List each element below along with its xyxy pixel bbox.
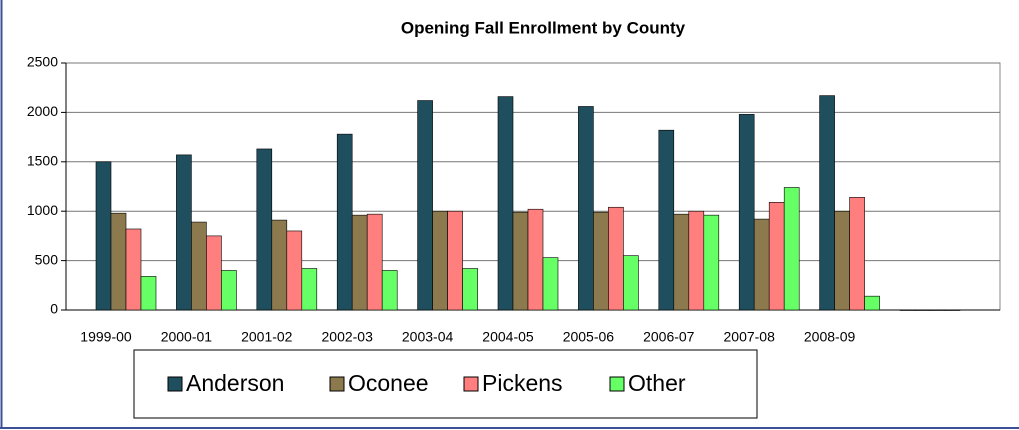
legend-swatch bbox=[329, 376, 345, 392]
bar bbox=[673, 213, 690, 311]
bar bbox=[381, 270, 398, 311]
y-tick-label: 500 bbox=[35, 251, 59, 267]
bar bbox=[593, 211, 609, 311]
bar bbox=[447, 210, 463, 311]
legend-label: Oconee bbox=[348, 370, 429, 396]
bar bbox=[527, 208, 544, 311]
x-tick-label: 2005-06 bbox=[563, 329, 615, 345]
legend-label: Anderson bbox=[186, 370, 284, 396]
bar bbox=[256, 148, 273, 311]
bar bbox=[95, 161, 112, 311]
y-tick-label: 0 bbox=[50, 301, 58, 317]
bar bbox=[864, 295, 880, 311]
bar bbox=[738, 114, 755, 311]
bar bbox=[176, 154, 192, 311]
x-tick-label: 2000-01 bbox=[161, 329, 213, 345]
y-tick-label: 1000 bbox=[27, 202, 58, 218]
x-tick-label: 2008-09 bbox=[804, 329, 856, 345]
bar bbox=[417, 100, 433, 311]
bar bbox=[110, 212, 127, 311]
bar bbox=[578, 106, 594, 311]
y-tick-label: 1500 bbox=[27, 153, 58, 169]
bar bbox=[819, 95, 835, 311]
bar bbox=[849, 197, 865, 311]
bar bbox=[703, 214, 720, 311]
x-tick-label: 2006-07 bbox=[643, 329, 695, 345]
bar bbox=[542, 257, 559, 311]
x-tick-label: 2002-03 bbox=[322, 329, 374, 345]
bar bbox=[140, 276, 157, 311]
bar bbox=[351, 214, 368, 311]
bar bbox=[125, 228, 142, 311]
bar bbox=[301, 268, 318, 311]
y-tick-label: 2500 bbox=[27, 54, 58, 70]
bar bbox=[462, 268, 478, 311]
bar bbox=[497, 96, 514, 311]
bar bbox=[206, 235, 222, 311]
x-tick-label: 2001-02 bbox=[241, 329, 293, 345]
x-tick-label: 2004-05 bbox=[482, 329, 534, 345]
y-tick-label: 2000 bbox=[27, 103, 58, 119]
legend-label: Other bbox=[628, 370, 686, 396]
chart-title: Opening Fall Enrollment by County bbox=[401, 18, 686, 37]
bar bbox=[929, 309, 946, 311]
bar bbox=[753, 218, 770, 311]
bar bbox=[914, 309, 931, 311]
legend-label: Pickens bbox=[482, 370, 563, 396]
x-tick-label: 2003-04 bbox=[402, 329, 454, 345]
bar bbox=[221, 270, 237, 311]
bar bbox=[286, 230, 303, 311]
bar bbox=[688, 210, 705, 311]
bar bbox=[608, 206, 624, 311]
legend-swatch bbox=[167, 376, 183, 392]
bar bbox=[271, 219, 288, 311]
bar bbox=[783, 187, 800, 311]
bar bbox=[834, 210, 850, 311]
bar bbox=[191, 221, 207, 311]
legend-box bbox=[133, 349, 758, 419]
x-tick-label: 1999-00 bbox=[80, 329, 132, 345]
bar bbox=[768, 202, 785, 311]
bar bbox=[366, 213, 383, 311]
bar bbox=[336, 133, 353, 311]
bar bbox=[512, 211, 529, 311]
bar bbox=[899, 309, 916, 311]
legend-swatch bbox=[463, 376, 479, 392]
bar bbox=[944, 309, 961, 311]
bar bbox=[658, 129, 675, 311]
legend-swatch bbox=[609, 376, 625, 392]
bar bbox=[623, 255, 639, 311]
x-tick-label: 2007-08 bbox=[724, 329, 776, 345]
bar bbox=[432, 210, 448, 311]
